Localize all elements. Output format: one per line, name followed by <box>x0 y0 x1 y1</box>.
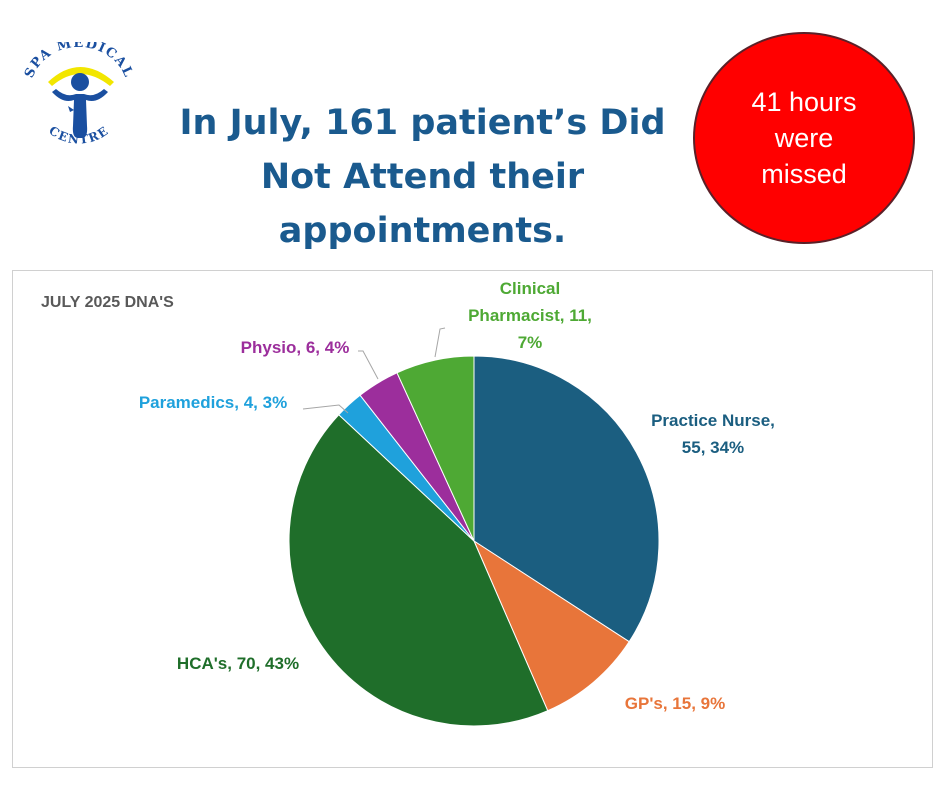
slice-label-practice-nurse: Practice Nurse, 55, 34% <box>651 411 775 457</box>
slice-label-line: GP's, 15, 9% <box>625 694 725 713</box>
slice-label-line: Pharmacist, 11, <box>468 306 592 325</box>
slice-label-line: 7% <box>518 333 543 352</box>
chart-panel: JULY 2025 DNA'S Practice Nurse, 55, 34% GP… <box>12 270 933 768</box>
slice-label-hca-s: HCA's, 70, 43% <box>177 654 299 673</box>
pie-chart: JULY 2025 DNA'S Practice Nurse, 55, 34% GP… <box>41 279 775 727</box>
spa-medical-centre-logo: SPA MEDICAL CENTRE <box>22 42 135 147</box>
hours-missed-line-1: 41 hours <box>751 87 857 117</box>
slice-label-paramedics: Paramedics, 4, 3% <box>139 393 287 412</box>
pie-slice-gp-s <box>472 539 630 712</box>
leader-line <box>302 404 349 414</box>
pie-slice-hca-s <box>288 414 549 727</box>
chart-title: JULY 2025 DNA'S <box>41 294 174 311</box>
headline-line-1: In July, 161 patient’s Did <box>179 103 666 143</box>
slice-label-line: Paramedics, 4, 3% <box>139 393 287 412</box>
pie-slice-practice-nurse <box>473 355 660 643</box>
slice-label-line: Practice Nurse, <box>651 411 775 430</box>
headline-line-2: Not Attend their <box>260 157 585 197</box>
leader-line <box>434 327 446 358</box>
slice-label-gp-s: GP's, 15, 9% <box>625 694 725 713</box>
hours-missed-badge: 41 hours were missed <box>693 32 915 244</box>
logo-figure-body <box>52 89 108 138</box>
logo-yellow-arc <box>48 67 114 86</box>
logo-figure-head <box>71 73 89 91</box>
slice-label-line: HCA's, 70, 43% <box>177 654 299 673</box>
headline-line-3: appointments. <box>278 211 567 251</box>
slice-label-line: Clinical <box>500 279 560 298</box>
headline: In July, 161 patient’s Did Not Attend th… <box>150 96 695 258</box>
leader-line <box>358 350 379 380</box>
pie-slice-clinical-pharmacist <box>396 355 475 542</box>
label-leader-lines <box>302 327 446 414</box>
slice-label-physio: Physio, 6, 4% <box>241 338 350 357</box>
pie-slices <box>288 355 660 727</box>
slice-labels: Practice Nurse, 55, 34% GP's, 15, 9% HCA's,… <box>139 279 775 713</box>
slice-label-line: Physio, 6, 4% <box>241 338 350 357</box>
hours-missed-line-2: were <box>774 123 834 153</box>
slice-label-line: 55, 34% <box>682 438 744 457</box>
hours-missed-line-3: missed <box>761 159 847 189</box>
slice-label-clinical-pharmacist: Clinical Pharmacist, 11, 7% <box>468 279 592 352</box>
